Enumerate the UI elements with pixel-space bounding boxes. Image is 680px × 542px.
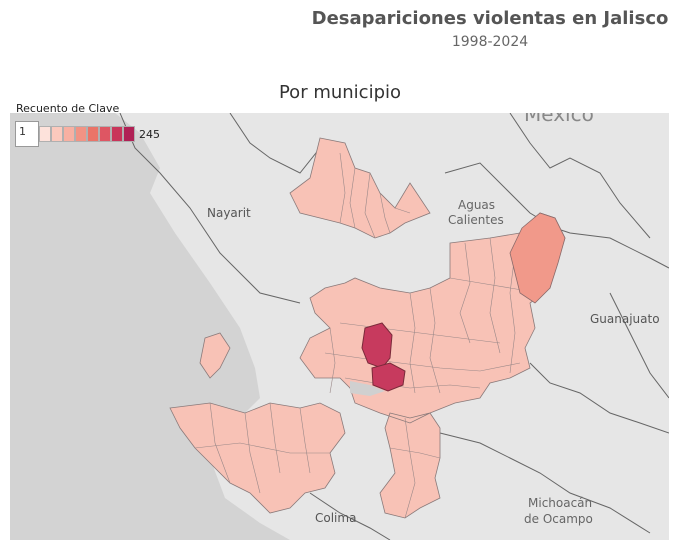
legend-max: 245: [139, 127, 160, 141]
state-border: [529, 362, 669, 434]
legend-swatch: [111, 126, 123, 142]
state-border: [119, 113, 301, 304]
label-nayarit: Nayarit: [207, 206, 251, 220]
state-border: [509, 113, 651, 239]
legend-swatch: [63, 126, 75, 142]
state-border: [609, 292, 669, 399]
label-aguascalientes-2: Calientes: [448, 213, 504, 227]
label-colima: Colima: [315, 511, 356, 525]
municipality-tlaquepaque[interactable]: [371, 362, 406, 392]
label-guanajuato: Guanajuato: [590, 312, 660, 326]
label-michoacan-2: de Ocampo: [524, 512, 593, 526]
municipality-zapopan[interactable]: [361, 322, 393, 369]
legend-swatch: [75, 126, 87, 142]
label-michoacan-1: Michoacán: [528, 496, 592, 510]
state-border: [439, 432, 651, 534]
label-mexico: México: [524, 113, 594, 126]
legend-swatch: [51, 126, 63, 142]
label-aguascalientes-1: Aguas: [458, 198, 495, 212]
legend-swatch: [123, 126, 135, 142]
lake-chapala: [350, 381, 385, 396]
legend-min: 1: [15, 121, 39, 147]
map-title: Por municipio: [278, 82, 402, 103]
legend-swatch: [87, 126, 99, 142]
legend-title: Recuento de Clave: [16, 102, 120, 115]
state-border: [309, 492, 391, 540]
choropleth-map[interactable]: México Nayarit Aguas Calientes Guanajuat…: [10, 113, 669, 540]
page-title: Desapariciones violentas en Jalisco: [311, 8, 669, 29]
page-subtitle: 1998-2024: [451, 34, 529, 50]
legend-swatch: [99, 126, 111, 142]
municipal-boundaries: [194, 152, 541, 519]
municipality-lagos-de-moreno[interactable]: [509, 212, 566, 304]
legend-swatch: [39, 126, 51, 142]
color-legend[interactable]: 1 245: [15, 120, 160, 148]
